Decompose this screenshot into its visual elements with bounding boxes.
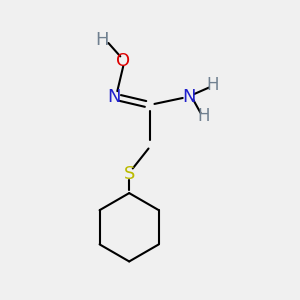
Text: H: H: [96, 31, 109, 49]
Text: N: N: [108, 88, 121, 106]
Text: O: O: [116, 52, 130, 70]
Text: H: H: [197, 107, 210, 125]
Text: S: S: [124, 165, 135, 183]
Text: N: N: [182, 88, 195, 106]
Text: H: H: [206, 76, 219, 94]
